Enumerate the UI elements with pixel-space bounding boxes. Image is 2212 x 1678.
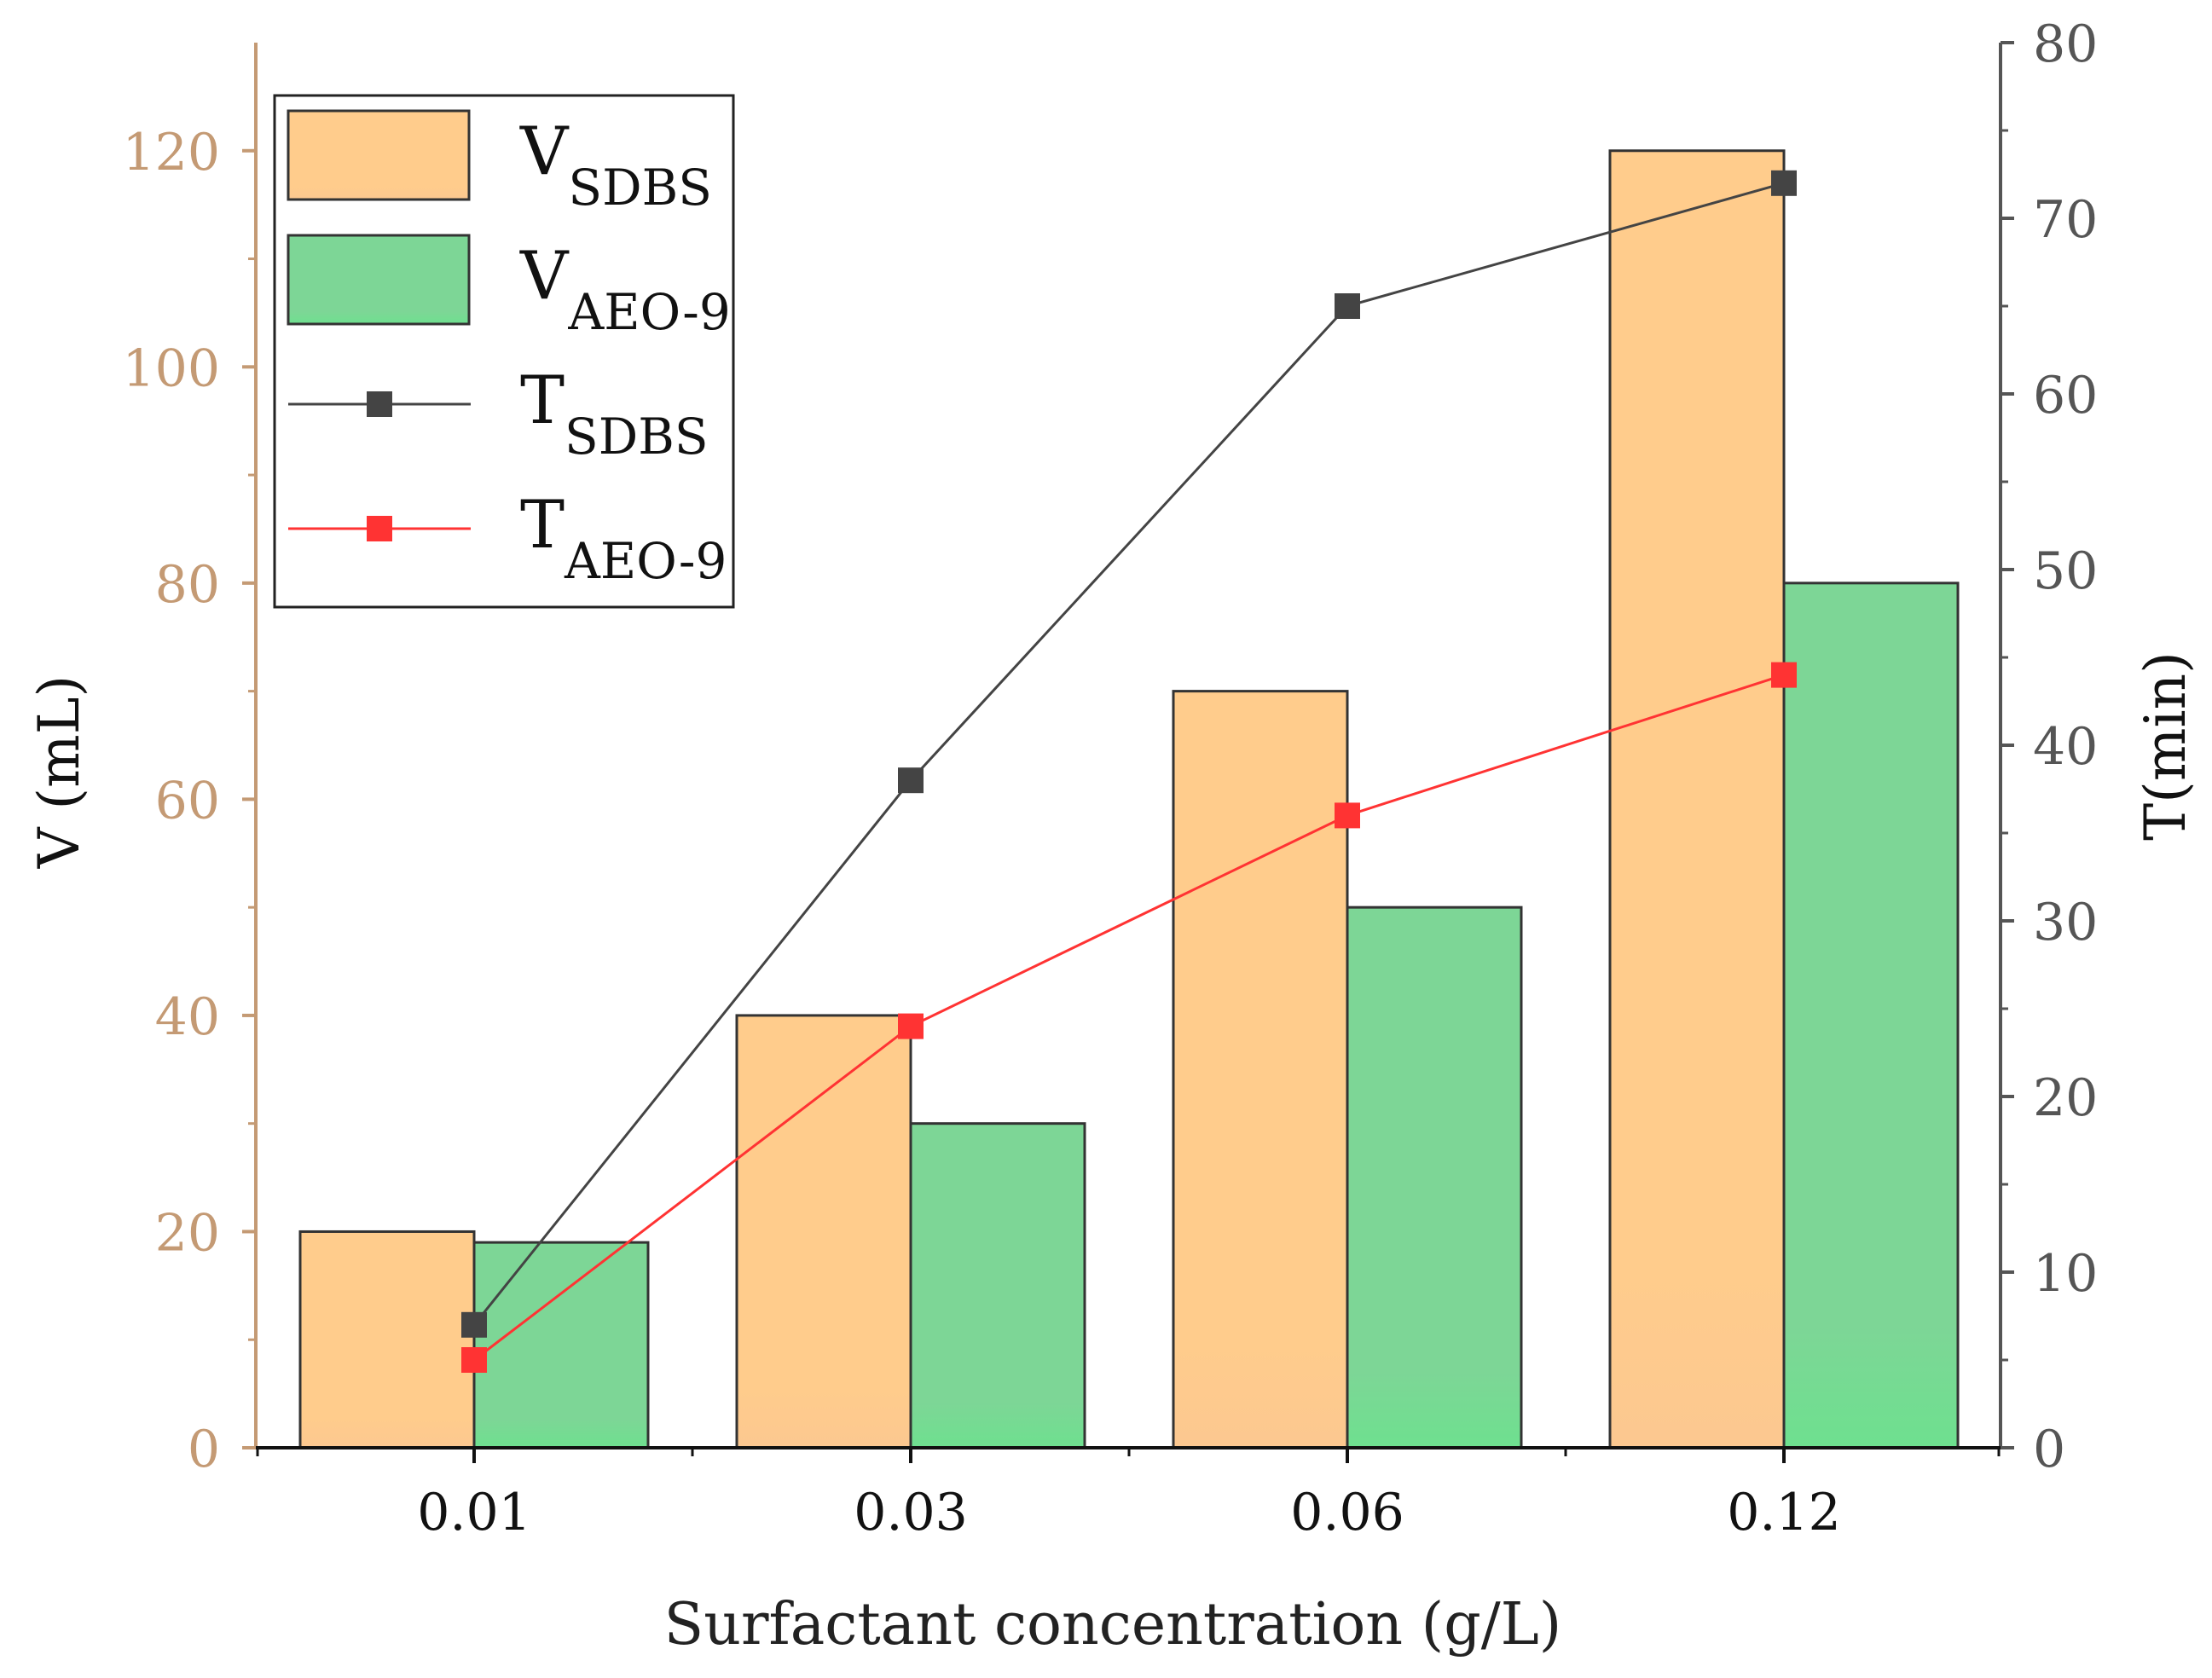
legend-label-subscript: SDBS: [568, 159, 712, 217]
axes-layer: 0 20 40 60 80 100 120 0 10 20 30 40 50 60 70 80 0.01 0.03…: [122, 14, 2098, 1542]
legend-marker-t-aeo-9: [367, 516, 392, 541]
bar-sdbs-0.12: [1608, 149, 1786, 1449]
left-y-tick-label: 20: [155, 1203, 220, 1263]
bar-sdbs-0.06: [1172, 690, 1349, 1449]
right-y-tick-label: 70: [2033, 190, 2098, 250]
right-y-tick-label: 40: [2033, 717, 2098, 777]
legend-label-main: V: [519, 113, 570, 190]
bar-sdbs-0.03: [735, 1014, 912, 1449]
x-tick-label: 0.01: [417, 1483, 531, 1542]
legend-label-subscript: SDBS: [565, 408, 709, 466]
point-t-sdbs-0.12: [1771, 170, 1797, 196]
right-y-tick-label: 10: [2033, 1244, 2098, 1304]
bar-aeo-9-0.12: [1782, 582, 1960, 1449]
legend-label-t-sdbs: TSDBS: [520, 362, 709, 466]
legend-label-subscript: AEO-9: [564, 532, 727, 590]
bar-aeo-9-0.03: [909, 1122, 1086, 1449]
right-y-tick-label: 80: [2033, 14, 2098, 74]
x-tick-label: 0.03: [854, 1483, 968, 1542]
point-t-aeo-9-0.12: [1771, 662, 1797, 688]
left-y-tick-label: 80: [155, 555, 220, 615]
line-t-aeo-9: [473, 674, 1785, 1362]
point-t-sdbs-0.06: [1335, 293, 1360, 319]
bar-aeo-9-0.06: [1346, 906, 1523, 1449]
left-y-tick-label: 40: [155, 987, 220, 1047]
legend-label-subscript: AEO-9: [567, 283, 730, 341]
legend-label-v-aeo-9: VAEO-9: [519, 238, 731, 341]
legend-label-main: T: [520, 487, 565, 564]
right-y-tick-label: 0: [2033, 1420, 2065, 1479]
bar-aeo-9-0.01: [472, 1241, 650, 1449]
point-t-sdbs-0.01: [461, 1311, 487, 1338]
point-t-sdbs-0.03: [898, 767, 924, 794]
left-y-tick-label: 0: [188, 1420, 220, 1479]
legend-label-main: T: [520, 362, 565, 439]
point-t-aeo-9-0.06: [1335, 802, 1360, 829]
legend-swatch-v-sdbs: [287, 109, 471, 201]
right-y-tick-label: 20: [2033, 1068, 2098, 1128]
right-y-axis-title: T(min): [2133, 651, 2198, 841]
lines-layer: [461, 170, 1797, 1373]
right-y-tick-label: 60: [2033, 366, 2098, 425]
bar-sdbs-0.01: [298, 1230, 476, 1449]
left-y-tick-label: 60: [155, 771, 220, 830]
left-y-tick-label: 120: [122, 123, 220, 182]
line-t-sdbs: [472, 182, 1785, 1326]
legend-label-t-aeo-9: TAEO-9: [520, 487, 727, 590]
x-tick-label: 0.12: [1727, 1483, 1841, 1542]
legend-label-v-sdbs: VSDBS: [519, 113, 712, 217]
x-axis-title: Surfactant concentration (g/L): [664, 1591, 1562, 1658]
left-y-axis-title: V (mL): [26, 675, 92, 870]
bars-layer: [298, 149, 1960, 1449]
legend-marker-t-sdbs: [367, 391, 392, 417]
x-tick-label: 0.06: [1290, 1483, 1404, 1542]
legend-swatch-v-aeo-9: [287, 234, 471, 326]
point-t-aeo-9-0.01: [461, 1347, 487, 1373]
left-y-tick-label: 100: [122, 338, 220, 398]
legend-label-main: V: [519, 238, 570, 315]
point-t-aeo-9-0.03: [898, 1013, 924, 1039]
right-y-tick-label: 50: [2033, 541, 2098, 601]
right-y-tick-label: 30: [2033, 893, 2098, 952]
